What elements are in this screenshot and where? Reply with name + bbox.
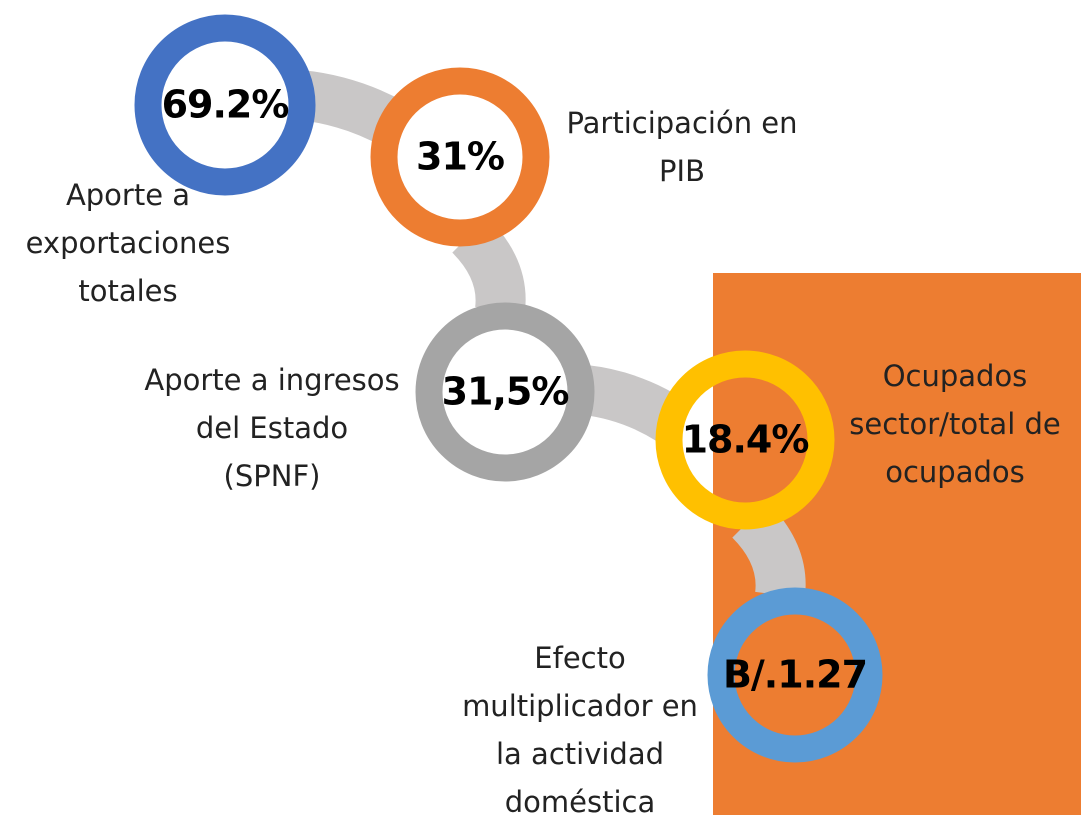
node-label: sector/total de [849,407,1060,441]
node-label: Aporte a ingresos [144,363,399,397]
node: 31% Participación en PIB [370,67,798,247]
nodes: 69.2% Aporte a exportaciones totales 31% Part… [26,14,1061,815]
node-value: 31% [416,135,504,179]
node-label: exportaciones [26,226,231,260]
ring [415,302,595,482]
node-label: PIB [659,154,705,188]
node: 18.4% Ocupados sector/total de ocupados [655,350,1061,530]
node-value: 18.4% [682,418,809,462]
ring [655,350,835,530]
node-label: Aporte a [66,178,190,212]
node-value: 69.2% [162,83,289,127]
node-label: del Estado [196,411,348,445]
node: 69.2% Aporte a exportaciones totales [26,14,316,308]
node-label: Efecto [534,641,625,675]
node-label: la actividad [496,737,664,771]
ring [707,587,883,763]
node: B/.1.27 Efecto multiplicador en la activida… [462,587,883,815]
node-value: B/.1.27 [723,653,867,697]
node-label: ocupados [885,455,1025,489]
ring [134,14,316,196]
connector [581,365,684,442]
node-label: doméstica [505,785,656,815]
node: 31,5% Aporte a ingresos del Estado (SPNF) [144,302,595,493]
node-label: (SPNF) [224,459,321,493]
node-value: 31,5% [442,370,569,414]
ring [370,67,550,247]
node-label: multiplicador en [462,689,698,723]
connector [451,217,526,314]
node-label: totales [78,274,177,308]
node-label: Ocupados [883,359,1028,393]
node-label: Participación en [566,106,797,140]
